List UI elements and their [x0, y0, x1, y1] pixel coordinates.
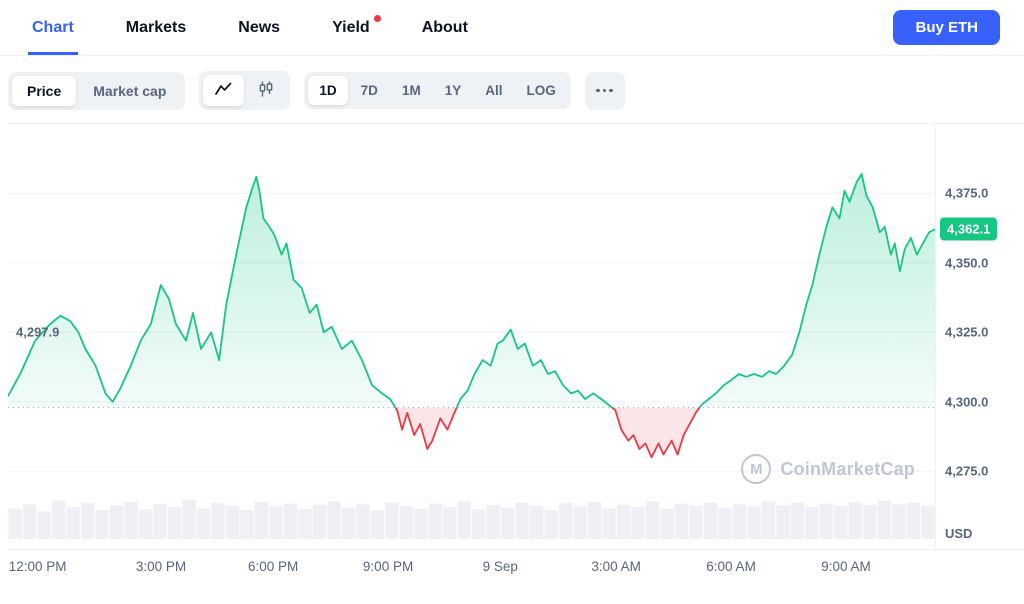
- watermark-text: CoinMarketCap: [780, 458, 915, 479]
- current-price-badge: 4,362.1: [940, 217, 998, 241]
- chart-type-toggle: [199, 71, 291, 110]
- buy-eth-button[interactable]: Buy ETH: [893, 10, 1000, 45]
- y-axis-label: 4,325.0: [945, 324, 989, 340]
- coinmarketcap-logo-icon: M: [741, 454, 772, 484]
- notification-dot-icon: [373, 15, 381, 22]
- candlestick-chart-button[interactable]: [246, 75, 286, 106]
- line-chart-button[interactable]: [203, 75, 245, 106]
- y-axis-label: 4,300.0: [945, 394, 989, 410]
- x-axis-label: 9:00 AM: [821, 559, 871, 574]
- x-axis-label: 3:00 AM: [591, 559, 641, 574]
- y-axis-label: 4,375.0: [945, 185, 989, 201]
- tab-about[interactable]: About: [421, 18, 468, 36]
- range-1y-button[interactable]: 1Y: [434, 76, 473, 105]
- volume-bars: [8, 499, 935, 539]
- log-scale-button[interactable]: LOG: [515, 76, 566, 105]
- tab-yield[interactable]: Yield: [328, 0, 381, 55]
- more-icon: [596, 88, 613, 93]
- line-chart-icon: [215, 82, 232, 99]
- candlestick-chart-icon: [258, 81, 274, 100]
- range-1m-button[interactable]: 1M: [391, 76, 432, 105]
- metric-toggle: Price Market cap: [8, 71, 186, 110]
- chart-toolbar: Price Market cap 1D 7D 1M 1Y All LOG: [8, 71, 1000, 110]
- price-toggle-button[interactable]: Price: [12, 75, 77, 106]
- plot-area[interactable]: 4,297.9 M CoinMarketCap: [8, 124, 936, 549]
- y-axis-label: 4,350.0: [945, 255, 989, 271]
- price-line-down: [394, 407, 701, 459]
- chart-area: 4,297.9 M CoinMarketCap 4,362.1 USD 4,37…: [8, 123, 1024, 550]
- price-line-up: [8, 173, 935, 408]
- x-axis-label: 6:00 PM: [247, 559, 299, 574]
- x-axis-label: 9 Sep: [482, 559, 518, 574]
- y-axis-label: 4,275.0: [945, 463, 989, 479]
- x-axis-label: 12:00 PM: [8, 559, 67, 574]
- nav-tabs: Chart Markets News Yield About: [28, 0, 472, 55]
- tab-markets[interactable]: Markets: [125, 18, 187, 36]
- time-range-toggle: 1D 7D 1M 1Y All LOG: [304, 72, 571, 109]
- x-axis: 12:00 PM 3:00 PM 6:00 PM 9:00 PM 9 Sep 3:00 A…: [8, 550, 935, 580]
- price-chart[interactable]: [8, 124, 935, 549]
- tab-chart[interactable]: Chart: [28, 0, 78, 55]
- y-axis: 4,362.1 USD 4,375.0 4,350.0 4,325.0 4,300.0…: [936, 124, 1024, 549]
- x-axis-label: 6:00 AM: [706, 559, 756, 574]
- x-axis-label: 9:00 PM: [362, 559, 414, 574]
- range-1d-button[interactable]: 1D: [308, 76, 348, 105]
- baseline-price-label: 4,297.9: [16, 324, 60, 340]
- watermark: M CoinMarketCap: [741, 454, 915, 484]
- tab-news[interactable]: News: [238, 18, 281, 36]
- range-all-button[interactable]: All: [474, 76, 513, 105]
- x-axis-label: 3:00 PM: [135, 559, 187, 574]
- top-nav: Chart Markets News Yield About Buy ETH: [0, 0, 1024, 56]
- tab-yield-label: Yield: [332, 18, 370, 36]
- currency-label: USD: [945, 526, 973, 541]
- range-7d-button[interactable]: 7D: [350, 76, 389, 105]
- more-options-button[interactable]: [584, 71, 625, 110]
- market-cap-toggle-button[interactable]: Market cap: [78, 76, 181, 106]
